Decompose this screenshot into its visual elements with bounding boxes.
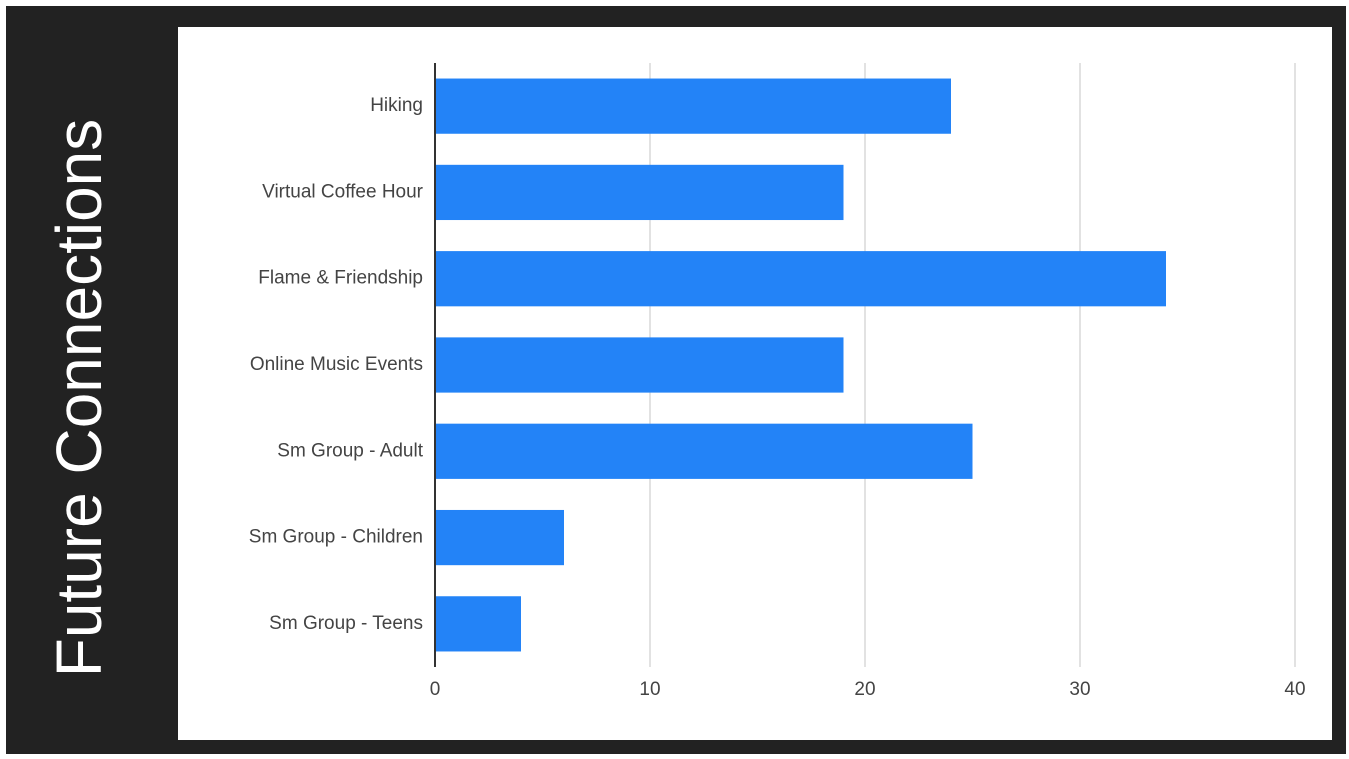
x-tick-label: 0 — [430, 679, 441, 700]
category-label: Virtual Coffee Hour — [262, 181, 424, 202]
x-tick-label: 40 — [1284, 679, 1305, 700]
category-label: Hiking — [370, 95, 423, 116]
bar — [435, 337, 844, 393]
chart-card: Hiking Virtual Coffee Hour Flame & Friends… — [178, 27, 1332, 740]
bar — [435, 596, 521, 652]
slide-title: Future Connections — [43, 118, 115, 678]
x-tick-label: 20 — [854, 679, 875, 700]
category-label: Flame & Friendship — [258, 268, 423, 289]
bar-chart: Hiking Virtual Coffee Hour Flame & Friends… — [249, 63, 1306, 700]
bar — [435, 251, 1166, 307]
bar — [435, 509, 564, 566]
category-label: Sm Group - Teens — [269, 613, 423, 634]
bar — [435, 164, 844, 221]
category-label: Sm Group - Adult — [277, 440, 423, 461]
x-tick-label: 30 — [1069, 679, 1090, 700]
bar — [435, 423, 973, 479]
category-label: Sm Group - Children — [249, 527, 423, 548]
category-label: Online Music Events — [250, 354, 423, 375]
x-tick-label: 10 — [639, 679, 660, 700]
bar — [435, 78, 951, 134]
